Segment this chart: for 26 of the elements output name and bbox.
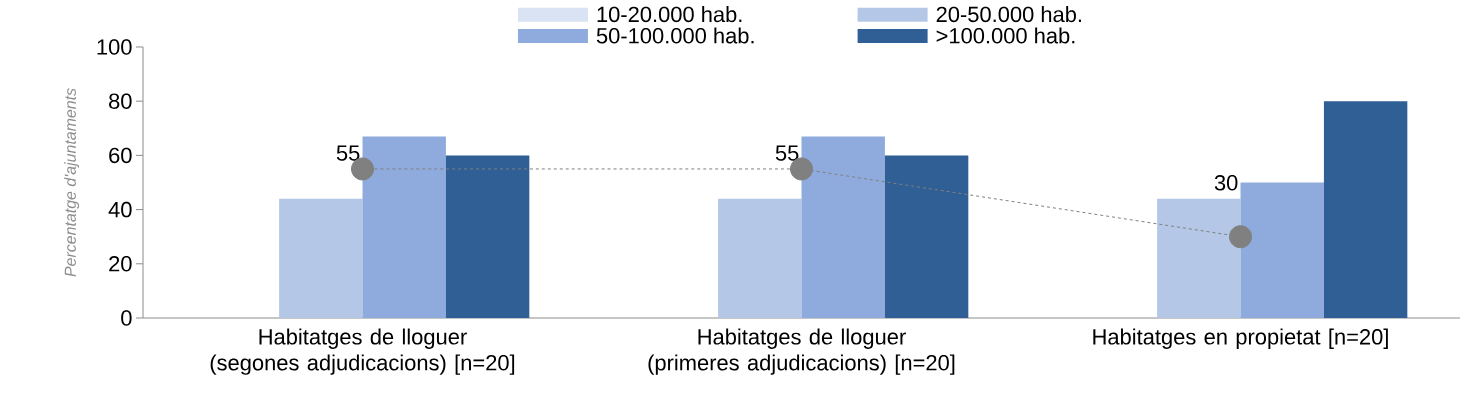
bar (1157, 198, 1241, 318)
bar (1323, 101, 1408, 318)
bar (718, 198, 802, 318)
bar (884, 155, 969, 318)
legend-label: 50-100.000 hab. (596, 27, 754, 44)
legend-label: >100.000 hab. (936, 27, 1075, 44)
bar (362, 136, 446, 318)
legend-label: 20-50.000 hab. (936, 6, 1082, 23)
data-label: 55 (336, 145, 360, 161)
bar (445, 155, 530, 318)
bar (279, 198, 363, 318)
data-label: 55 (775, 145, 799, 161)
y-tick-label: 40 (108, 201, 132, 218)
data-label: 30 (1214, 175, 1238, 191)
bar (1240, 182, 1324, 318)
bar (801, 136, 885, 318)
y-tick-label: 60 (109, 147, 132, 164)
y-tick-label: 0 (121, 310, 132, 326)
x-tick-label: Habitatges en propietat [n=20] (1093, 328, 1388, 349)
y-axis-title: Percentatge d'ajuntaments (64, 88, 80, 277)
legend-label: 10-20.000 hab. (597, 6, 742, 23)
y-tick-label: 80 (109, 93, 132, 109)
x-tick-label: Habitatges de lloguer (primeres adjudicacions) [n=20] (648, 328, 955, 375)
y-tick-label: 20 (109, 256, 132, 272)
y-tick-label: 100 (97, 39, 132, 55)
x-tick-label: Habitatges de lloguer (segones adjudicacions) [n=20] (210, 328, 515, 375)
